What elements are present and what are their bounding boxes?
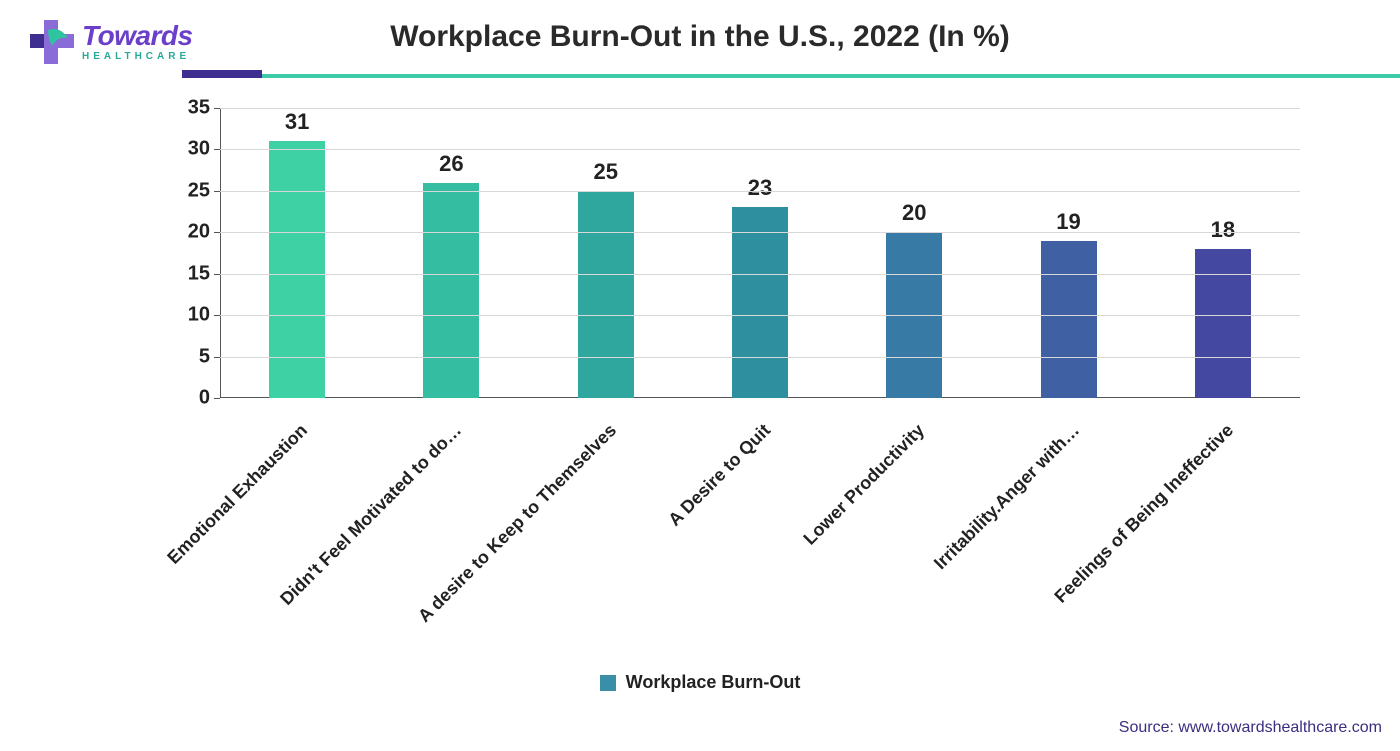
bar-rect [423,183,479,398]
bar-value-label: 19 [1056,209,1080,235]
legend: Workplace Burn-Out [0,672,1400,693]
bar-rect [269,141,325,398]
plot-region: 31262523201918 05101520253035 [220,108,1300,398]
bar-slot: 19 [991,108,1145,398]
y-tick-label: 15 [170,262,210,285]
y-tick-label: 35 [170,97,210,120]
x-axis-label: Emotional Exhaustion [163,420,312,569]
y-tick-mark [214,108,220,109]
x-labels-container: Emotional ExhaustionDidn't Feel Motivate… [220,408,1300,668]
y-tick-mark [214,398,220,399]
bar-slot: 18 [1146,108,1300,398]
y-tick-mark [214,149,220,150]
y-tick-mark [214,232,220,233]
bar-rect [1041,241,1097,398]
bar-slot: 25 [529,108,683,398]
bars-container: 31 26 25 23 20 19 18 [220,108,1300,398]
y-tick-label: 30 [170,138,210,161]
x-label-slot: Feelings of Being Ineffective [1146,408,1300,668]
bar-slot: 26 [374,108,528,398]
bar-rect [1195,249,1251,398]
bar-slot: 31 [220,108,374,398]
bar-value-label: 31 [285,109,309,135]
gridline [220,232,1300,233]
legend-swatch-icon [600,675,616,691]
y-tick-label: 10 [170,304,210,327]
gridline [220,315,1300,316]
y-tick-label: 0 [170,387,210,410]
bar-value-label: 26 [439,151,463,177]
bar-value-label: 23 [748,175,772,201]
gridline [220,108,1300,109]
bar-rect [578,191,634,398]
gridline [220,274,1300,275]
chart-area: 31262523201918 05101520253035 Emotional … [160,108,1300,428]
source-attribution: Source: www.towardshealthcare.com [1119,719,1382,737]
bar-value-label: 20 [902,200,926,226]
bar-value-label: 18 [1211,217,1235,243]
bar-rect [732,207,788,398]
y-tick-label: 20 [170,221,210,244]
bar-value-label: 25 [593,159,617,185]
title-underline-accent [182,70,262,78]
bar-slot: 20 [837,108,991,398]
title-underline [182,74,1400,78]
chart-title: Workplace Burn-Out in the U.S., 2022 (In… [0,20,1400,54]
gridline [220,191,1300,192]
bar-slot: 23 [683,108,837,398]
y-tick-mark [214,357,220,358]
gridline [220,149,1300,150]
y-tick-mark [214,315,220,316]
gridline [220,357,1300,358]
y-tick-mark [214,274,220,275]
legend-label: Workplace Burn-Out [626,672,801,693]
y-tick-label: 5 [170,345,210,368]
y-tick-label: 25 [170,179,210,202]
y-tick-mark [214,191,220,192]
x-label-slot: A desire to Keep to Themselves [529,408,683,668]
